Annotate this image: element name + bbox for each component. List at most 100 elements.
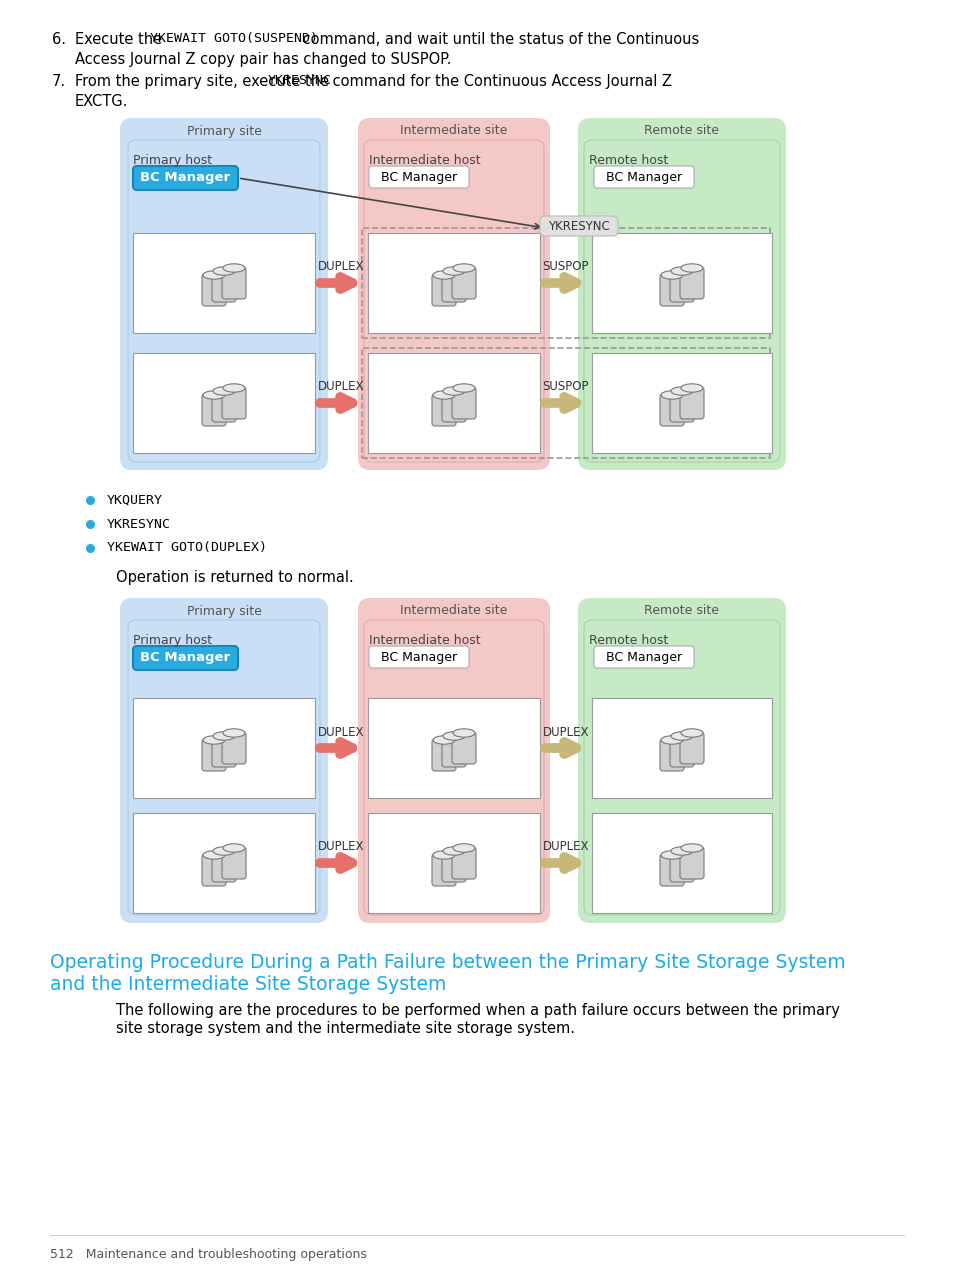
- FancyBboxPatch shape: [132, 167, 237, 189]
- Ellipse shape: [203, 736, 225, 745]
- FancyBboxPatch shape: [669, 735, 693, 766]
- Ellipse shape: [433, 390, 455, 399]
- Ellipse shape: [203, 271, 225, 280]
- Ellipse shape: [680, 384, 702, 393]
- Ellipse shape: [660, 736, 682, 745]
- Text: YKEWAIT GOTO(SUSPEND): YKEWAIT GOTO(SUSPEND): [150, 32, 317, 44]
- Bar: [592, 813, 771, 913]
- Text: Access Journal Z copy pair has changed to SUSPOP.: Access Journal Z copy pair has changed t…: [75, 52, 451, 67]
- Ellipse shape: [453, 844, 475, 852]
- Ellipse shape: [223, 384, 245, 393]
- FancyBboxPatch shape: [669, 390, 693, 422]
- Bar: [368, 233, 539, 333]
- Text: Operating Procedure During a Path Failure between the Primary Site Storage Syste: Operating Procedure During a Path Failur…: [50, 953, 844, 972]
- Ellipse shape: [442, 732, 464, 740]
- Text: DUPLEX: DUPLEX: [318, 380, 364, 394]
- Text: Primary site: Primary site: [187, 125, 261, 137]
- Bar: [368, 353, 539, 452]
- Text: SUSPOP: SUSPOP: [542, 261, 589, 273]
- Text: DUPLEX: DUPLEX: [542, 726, 589, 738]
- FancyBboxPatch shape: [212, 735, 235, 766]
- FancyBboxPatch shape: [441, 269, 465, 302]
- Text: YKQUERY: YKQUERY: [107, 493, 163, 507]
- Ellipse shape: [213, 846, 234, 855]
- Text: Intermediate site: Intermediate site: [400, 125, 507, 137]
- Ellipse shape: [670, 267, 692, 276]
- Text: Primary host: Primary host: [132, 634, 212, 647]
- Text: The following are the procedures to be performed when a path failure occurs betw: The following are the procedures to be p…: [116, 1003, 839, 1018]
- Text: DUPLEX: DUPLEX: [542, 840, 589, 854]
- FancyBboxPatch shape: [364, 140, 543, 461]
- FancyBboxPatch shape: [441, 850, 465, 882]
- FancyBboxPatch shape: [452, 846, 476, 880]
- FancyBboxPatch shape: [222, 732, 246, 764]
- Text: DUPLEX: DUPLEX: [318, 726, 364, 738]
- Ellipse shape: [213, 732, 234, 740]
- FancyBboxPatch shape: [679, 386, 703, 419]
- Ellipse shape: [453, 384, 475, 393]
- Ellipse shape: [213, 386, 234, 395]
- FancyBboxPatch shape: [583, 620, 780, 915]
- FancyBboxPatch shape: [357, 597, 550, 923]
- FancyBboxPatch shape: [594, 167, 693, 188]
- Text: DUPLEX: DUPLEX: [318, 840, 364, 854]
- FancyBboxPatch shape: [369, 646, 469, 669]
- Ellipse shape: [670, 846, 692, 855]
- Bar: [592, 233, 771, 333]
- Bar: [132, 698, 314, 798]
- Ellipse shape: [223, 264, 245, 272]
- FancyBboxPatch shape: [669, 850, 693, 882]
- FancyBboxPatch shape: [539, 216, 618, 236]
- FancyBboxPatch shape: [202, 394, 226, 426]
- Bar: [132, 233, 314, 333]
- FancyBboxPatch shape: [222, 386, 246, 419]
- FancyBboxPatch shape: [212, 269, 235, 302]
- Ellipse shape: [433, 736, 455, 745]
- Bar: [368, 698, 539, 798]
- FancyBboxPatch shape: [441, 735, 465, 766]
- Text: EXCTG.: EXCTG.: [75, 94, 129, 109]
- FancyBboxPatch shape: [357, 118, 550, 470]
- FancyBboxPatch shape: [679, 267, 703, 299]
- Text: Remote host: Remote host: [588, 634, 667, 647]
- FancyBboxPatch shape: [578, 118, 785, 470]
- Ellipse shape: [670, 386, 692, 395]
- Text: From the primary site, execute the: From the primary site, execute the: [75, 74, 334, 89]
- Ellipse shape: [223, 844, 245, 852]
- Text: Primary site: Primary site: [187, 605, 261, 618]
- Bar: [132, 813, 314, 913]
- Text: Intermediate site: Intermediate site: [400, 605, 507, 618]
- FancyBboxPatch shape: [659, 738, 683, 771]
- Text: command, and wait until the status of the Continuous: command, and wait until the status of th…: [297, 32, 699, 47]
- Text: SUSPOP: SUSPOP: [542, 380, 589, 394]
- Bar: [361, 348, 769, 458]
- Text: Operation is returned to normal.: Operation is returned to normal.: [116, 569, 354, 585]
- FancyBboxPatch shape: [222, 267, 246, 299]
- FancyBboxPatch shape: [669, 269, 693, 302]
- Text: Intermediate host: Intermediate host: [369, 634, 480, 647]
- Ellipse shape: [680, 844, 702, 852]
- Text: BC Manager: BC Manager: [380, 170, 456, 183]
- FancyBboxPatch shape: [369, 167, 469, 188]
- Text: DUPLEX: DUPLEX: [318, 261, 364, 273]
- FancyBboxPatch shape: [659, 275, 683, 306]
- Ellipse shape: [203, 390, 225, 399]
- Ellipse shape: [433, 850, 455, 859]
- Ellipse shape: [680, 264, 702, 272]
- Bar: [368, 813, 539, 913]
- FancyBboxPatch shape: [128, 620, 319, 915]
- FancyBboxPatch shape: [202, 738, 226, 771]
- Text: BC Manager: BC Manager: [605, 170, 681, 183]
- Ellipse shape: [433, 271, 455, 280]
- Bar: [132, 353, 314, 452]
- FancyBboxPatch shape: [212, 390, 235, 422]
- FancyBboxPatch shape: [679, 732, 703, 764]
- Text: BC Manager: BC Manager: [140, 172, 230, 184]
- Ellipse shape: [442, 386, 464, 395]
- Ellipse shape: [660, 390, 682, 399]
- Bar: [592, 698, 771, 798]
- FancyBboxPatch shape: [432, 394, 456, 426]
- FancyBboxPatch shape: [452, 732, 476, 764]
- FancyBboxPatch shape: [594, 646, 693, 669]
- Text: YKRESYNC: YKRESYNC: [268, 74, 332, 86]
